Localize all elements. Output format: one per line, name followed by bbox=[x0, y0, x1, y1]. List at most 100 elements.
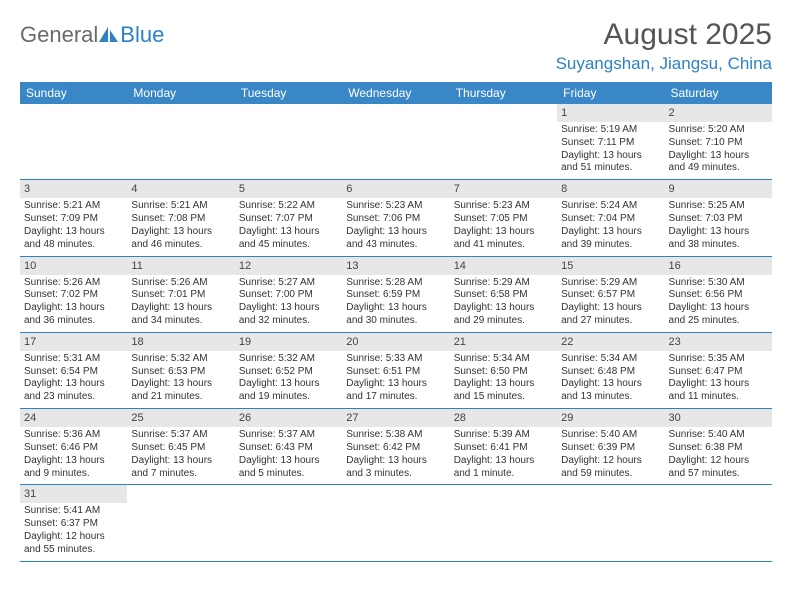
calendar-day-cell: 9Sunrise: 5:25 AMSunset: 7:03 PMDaylight… bbox=[665, 180, 772, 256]
calendar-empty-cell bbox=[127, 104, 234, 180]
sunrise-text: Sunrise: 5:31 AM bbox=[24, 353, 123, 366]
sunset-text: Sunset: 6:57 PM bbox=[561, 289, 660, 302]
sunset-text: Sunset: 6:42 PM bbox=[346, 442, 445, 455]
day-number: 4 bbox=[127, 180, 234, 198]
daylight2-text: and 49 minutes. bbox=[669, 162, 768, 175]
sunrise-text: Sunrise: 5:29 AM bbox=[561, 277, 660, 290]
daylight1-text: Daylight: 13 hours bbox=[561, 378, 660, 391]
day-content: 26Sunrise: 5:37 AMSunset: 6:43 PMDayligh… bbox=[235, 409, 342, 484]
sunrise-text: Sunrise: 5:21 AM bbox=[131, 200, 230, 213]
day-number: 7 bbox=[450, 180, 557, 198]
sail-icon bbox=[98, 26, 120, 48]
day-content: 17Sunrise: 5:31 AMSunset: 6:54 PMDayligh… bbox=[20, 333, 127, 408]
calendar-day-cell: 22Sunrise: 5:34 AMSunset: 6:48 PMDayligh… bbox=[557, 332, 664, 408]
calendar-day-cell: 2Sunrise: 5:20 AMSunset: 7:10 PMDaylight… bbox=[665, 104, 772, 180]
calendar-day-cell: 19Sunrise: 5:32 AMSunset: 6:52 PMDayligh… bbox=[235, 332, 342, 408]
daylight1-text: Daylight: 12 hours bbox=[24, 531, 123, 544]
weekday-header: Tuesday bbox=[235, 82, 342, 104]
brand-logo: General Blue bbox=[20, 18, 164, 46]
day-content: 9Sunrise: 5:25 AMSunset: 7:03 PMDaylight… bbox=[665, 180, 772, 255]
calendar-week-row: 17Sunrise: 5:31 AMSunset: 6:54 PMDayligh… bbox=[20, 332, 772, 408]
sunset-text: Sunset: 7:06 PM bbox=[346, 213, 445, 226]
daylight2-text: and 13 minutes. bbox=[561, 391, 660, 404]
daylight2-text: and 23 minutes. bbox=[24, 391, 123, 404]
calendar-day-cell: 29Sunrise: 5:40 AMSunset: 6:39 PMDayligh… bbox=[557, 409, 664, 485]
daylight2-text: and 34 minutes. bbox=[131, 315, 230, 328]
calendar-day-cell: 24Sunrise: 5:36 AMSunset: 6:46 PMDayligh… bbox=[20, 409, 127, 485]
sunset-text: Sunset: 6:47 PM bbox=[669, 366, 768, 379]
day-content: 13Sunrise: 5:28 AMSunset: 6:59 PMDayligh… bbox=[342, 257, 449, 332]
daylight1-text: Daylight: 12 hours bbox=[561, 455, 660, 468]
calendar-day-cell: 21Sunrise: 5:34 AMSunset: 6:50 PMDayligh… bbox=[450, 332, 557, 408]
calendar-week-row: 31Sunrise: 5:41 AMSunset: 6:37 PMDayligh… bbox=[20, 485, 772, 561]
day-content: 18Sunrise: 5:32 AMSunset: 6:53 PMDayligh… bbox=[127, 333, 234, 408]
day-content: 3Sunrise: 5:21 AMSunset: 7:09 PMDaylight… bbox=[20, 180, 127, 255]
day-number: 31 bbox=[20, 485, 127, 503]
day-number: 2 bbox=[665, 104, 772, 122]
sunset-text: Sunset: 6:39 PM bbox=[561, 442, 660, 455]
weekday-header: Sunday bbox=[20, 82, 127, 104]
day-number: 11 bbox=[127, 257, 234, 275]
sunset-text: Sunset: 7:05 PM bbox=[454, 213, 553, 226]
day-number: 26 bbox=[235, 409, 342, 427]
day-number: 3 bbox=[20, 180, 127, 198]
sunrise-text: Sunrise: 5:26 AM bbox=[131, 277, 230, 290]
page-title: August 2025 bbox=[556, 18, 772, 52]
day-number: 21 bbox=[450, 333, 557, 351]
day-number: 8 bbox=[557, 180, 664, 198]
daylight1-text: Daylight: 13 hours bbox=[454, 455, 553, 468]
calendar-day-cell: 26Sunrise: 5:37 AMSunset: 6:43 PMDayligh… bbox=[235, 409, 342, 485]
daylight2-text: and 1 minute. bbox=[454, 468, 553, 481]
calendar-page: General Blue August 2025 Suyangshan, Jia… bbox=[0, 0, 792, 612]
daylight1-text: Daylight: 13 hours bbox=[131, 455, 230, 468]
day-content: 22Sunrise: 5:34 AMSunset: 6:48 PMDayligh… bbox=[557, 333, 664, 408]
daylight1-text: Daylight: 13 hours bbox=[131, 378, 230, 391]
daylight2-text: and 21 minutes. bbox=[131, 391, 230, 404]
sunrise-text: Sunrise: 5:29 AM bbox=[454, 277, 553, 290]
sunset-text: Sunset: 7:01 PM bbox=[131, 289, 230, 302]
daylight2-text: and 38 minutes. bbox=[669, 239, 768, 252]
sunrise-text: Sunrise: 5:40 AM bbox=[561, 429, 660, 442]
sunset-text: Sunset: 7:00 PM bbox=[239, 289, 338, 302]
sunset-text: Sunset: 6:37 PM bbox=[24, 518, 123, 531]
daylight1-text: Daylight: 13 hours bbox=[454, 378, 553, 391]
day-content: 19Sunrise: 5:32 AMSunset: 6:52 PMDayligh… bbox=[235, 333, 342, 408]
weekday-header: Monday bbox=[127, 82, 234, 104]
sunrise-text: Sunrise: 5:26 AM bbox=[24, 277, 123, 290]
page-header: General Blue August 2025 Suyangshan, Jia… bbox=[20, 18, 772, 74]
calendar-day-cell: 18Sunrise: 5:32 AMSunset: 6:53 PMDayligh… bbox=[127, 332, 234, 408]
daylight2-text: and 59 minutes. bbox=[561, 468, 660, 481]
day-number: 12 bbox=[235, 257, 342, 275]
sunrise-text: Sunrise: 5:32 AM bbox=[131, 353, 230, 366]
daylight2-text: and 9 minutes. bbox=[24, 468, 123, 481]
day-number: 27 bbox=[342, 409, 449, 427]
calendar-week-row: 24Sunrise: 5:36 AMSunset: 6:46 PMDayligh… bbox=[20, 409, 772, 485]
daylight1-text: Daylight: 13 hours bbox=[131, 302, 230, 315]
sunset-text: Sunset: 6:58 PM bbox=[454, 289, 553, 302]
daylight2-text: and 7 minutes. bbox=[131, 468, 230, 481]
day-number: 23 bbox=[665, 333, 772, 351]
sunset-text: Sunset: 6:43 PM bbox=[239, 442, 338, 455]
daylight2-text: and 27 minutes. bbox=[561, 315, 660, 328]
day-number: 15 bbox=[557, 257, 664, 275]
daylight1-text: Daylight: 13 hours bbox=[24, 455, 123, 468]
daylight2-text: and 51 minutes. bbox=[561, 162, 660, 175]
sunset-text: Sunset: 6:50 PM bbox=[454, 366, 553, 379]
day-number: 24 bbox=[20, 409, 127, 427]
day-content: 11 Sunrise: 5:26 AMSunset: 7:01 PMDayligh… bbox=[127, 257, 234, 332]
sunset-text: Sunset: 7:09 PM bbox=[24, 213, 123, 226]
calendar-empty-cell bbox=[342, 485, 449, 561]
daylight1-text: Daylight: 13 hours bbox=[346, 226, 445, 239]
day-number: 13 bbox=[342, 257, 449, 275]
calendar-day-cell: 11 Sunrise: 5:26 AMSunset: 7:01 PMDayligh… bbox=[127, 256, 234, 332]
day-number: 14 bbox=[450, 257, 557, 275]
calendar-week-row: 3Sunrise: 5:21 AMSunset: 7:09 PMDaylight… bbox=[20, 180, 772, 256]
calendar-day-cell: 30Sunrise: 5:40 AMSunset: 6:38 PMDayligh… bbox=[665, 409, 772, 485]
sunset-text: Sunset: 6:53 PM bbox=[131, 366, 230, 379]
day-content: 16Sunrise: 5:30 AMSunset: 6:56 PMDayligh… bbox=[665, 257, 772, 332]
daylight2-text: and 11 minutes. bbox=[669, 391, 768, 404]
sunrise-text: Sunrise: 5:21 AM bbox=[24, 200, 123, 213]
daylight1-text: Daylight: 13 hours bbox=[239, 302, 338, 315]
day-content: 8Sunrise: 5:24 AMSunset: 7:04 PMDaylight… bbox=[557, 180, 664, 255]
daylight1-text: Daylight: 13 hours bbox=[669, 150, 768, 163]
